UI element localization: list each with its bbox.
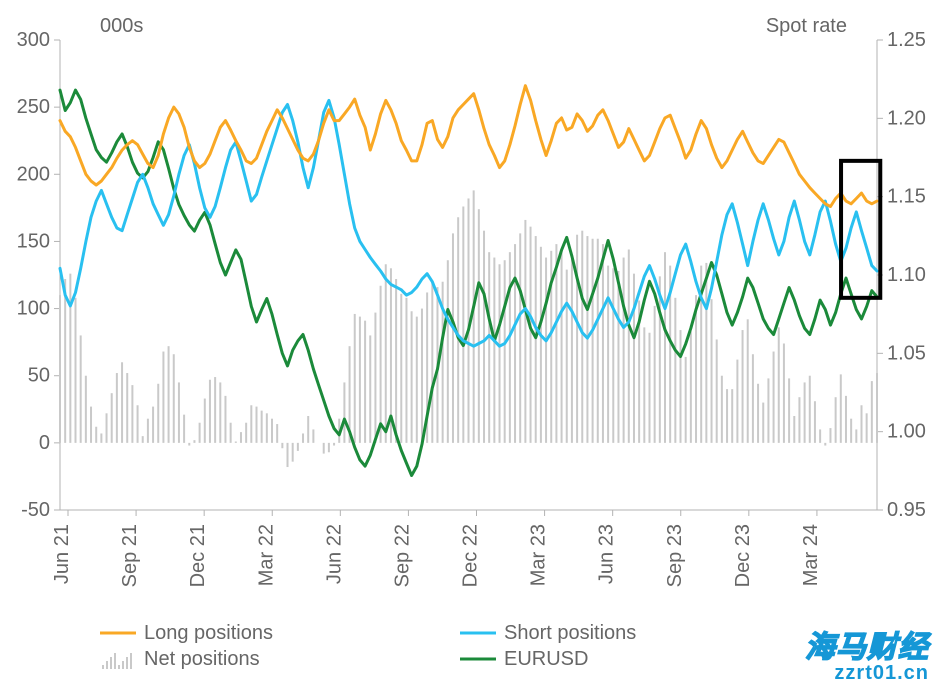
left-axis-title: 000s bbox=[100, 15, 143, 37]
y-left-tick: 150 bbox=[17, 230, 50, 252]
legend-label: EURUSD bbox=[504, 648, 588, 671]
x-tick-label: Jun 22 bbox=[323, 524, 345, 584]
legend-label: Long positions bbox=[144, 622, 273, 645]
y-right-tick: 1.05 bbox=[887, 342, 926, 364]
y-left-tick: 100 bbox=[17, 298, 50, 320]
y-left-tick: 200 bbox=[17, 163, 50, 185]
x-tick-label: Dec 23 bbox=[732, 524, 754, 587]
y-right-tick: 1.00 bbox=[887, 421, 926, 443]
x-tick-label: Dec 22 bbox=[460, 524, 482, 587]
x-tick-label: Sep 22 bbox=[391, 524, 413, 587]
legend-item-long_positions: Long positions bbox=[100, 620, 420, 646]
y-left-tick: -50 bbox=[21, 499, 50, 521]
y-right-tick: 1.15 bbox=[887, 186, 926, 208]
legend-label: Net positions bbox=[144, 648, 260, 671]
y-right-tick: 0.95 bbox=[887, 499, 926, 521]
line-icon bbox=[100, 623, 136, 643]
chart-container: 000s Spot rate -50 0 50 100 150 200 250 300 0.95 1.… bbox=[0, 0, 937, 691]
bars-icon bbox=[100, 649, 136, 669]
x-tick-label: Jun 23 bbox=[596, 524, 618, 584]
right-axis-title: Spot rate bbox=[766, 15, 847, 37]
y-left-tick: 250 bbox=[17, 96, 50, 118]
y-left-tick: 50 bbox=[28, 365, 50, 387]
x-tick-label: Mar 23 bbox=[528, 524, 550, 586]
y-right-tick: 1.20 bbox=[887, 107, 926, 129]
x-tick-label: Sep 23 bbox=[664, 524, 686, 587]
y-left-tick: 0 bbox=[39, 432, 50, 454]
x-tick-label: Mar 24 bbox=[800, 524, 822, 586]
x-tick-label: Sep 21 bbox=[119, 524, 141, 587]
line-icon bbox=[460, 649, 496, 669]
y-right-tick: 1.25 bbox=[887, 29, 926, 51]
legend-item-eurusd: EURUSD bbox=[460, 646, 780, 672]
legend-item-net_positions: Net positions bbox=[100, 646, 420, 672]
x-tick-label: Dec 21 bbox=[187, 524, 209, 587]
chart-svg: 000s Spot rate -50 0 50 100 150 200 250 300 0.95 1.… bbox=[0, 0, 937, 691]
legend-item-short_positions: Short positions bbox=[460, 620, 780, 646]
y-left-tick: 300 bbox=[17, 29, 50, 51]
long-positions-line bbox=[60, 86, 877, 207]
x-tick-label: Mar 22 bbox=[255, 524, 277, 586]
x-tick-label: Jun 21 bbox=[51, 524, 73, 584]
legend: Long positions Short positions Net positio… bbox=[100, 620, 897, 672]
y-right-tick: 1.10 bbox=[887, 264, 926, 286]
line-icon bbox=[460, 623, 496, 643]
legend-label: Short positions bbox=[504, 622, 636, 645]
